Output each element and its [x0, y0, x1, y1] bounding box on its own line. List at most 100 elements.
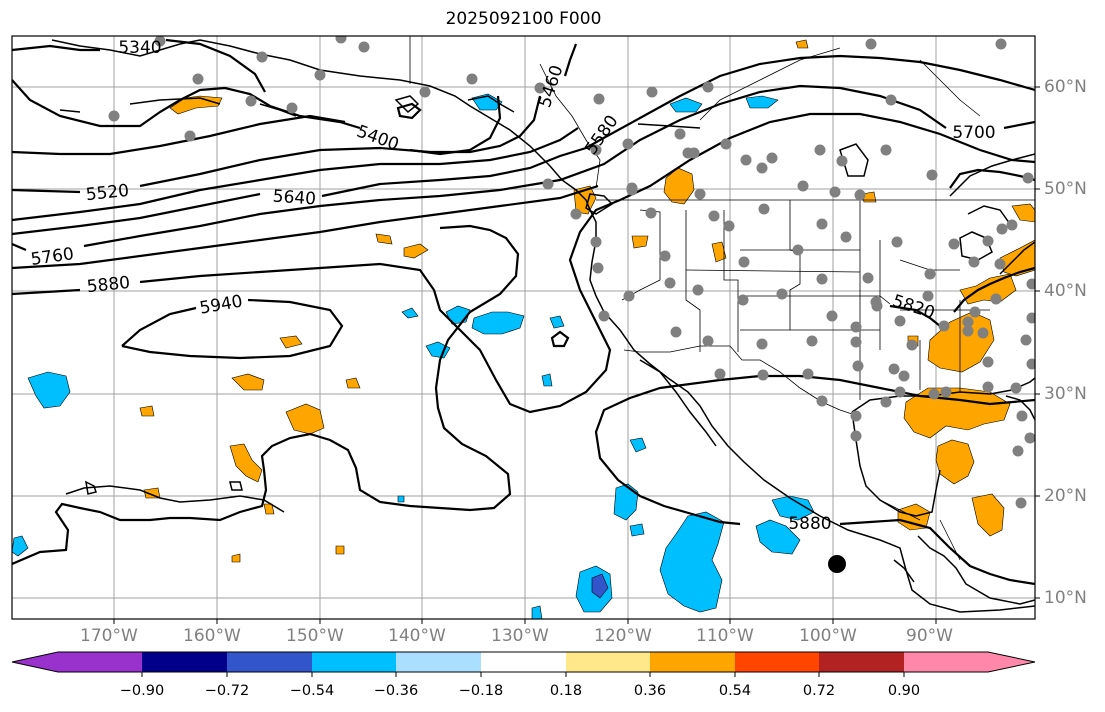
colorbar-outline: [11, 651, 1036, 673]
station-dot: [840, 231, 852, 243]
station-dot: [108, 110, 120, 122]
station-dot: [994, 258, 1006, 270]
station-dot: [720, 138, 732, 150]
station-dot: [850, 410, 862, 422]
station-dot: [542, 178, 554, 190]
station-dot: [816, 395, 828, 407]
station-dot: [192, 73, 204, 85]
station-dot: [898, 370, 910, 382]
station-dot: [590, 236, 602, 248]
colorbar-bin: [481, 652, 566, 672]
station-dot: [776, 288, 788, 300]
station-dot: [982, 356, 994, 368]
station-dot: [885, 94, 897, 106]
height-contours: [12, 38, 1035, 586]
station-dot: [1026, 278, 1035, 290]
station-dot: [797, 180, 809, 192]
station-dot: [692, 284, 704, 296]
station-dot: [738, 256, 750, 268]
station-dot: [358, 41, 370, 53]
lon-label: 170°W: [80, 626, 138, 646]
colorbar-bin: [142, 652, 227, 672]
contour-label: 5700: [952, 123, 995, 143]
station-dot: [757, 369, 769, 381]
station-dot: [962, 325, 974, 337]
station-dot: [968, 256, 980, 268]
station-dot: [590, 144, 602, 156]
station-dot: [1022, 172, 1034, 184]
lon-label: 90°W: [906, 626, 953, 646]
station-dot: [593, 93, 605, 105]
station-dot: [894, 386, 906, 398]
station-dot: [940, 386, 952, 398]
station-dot: [723, 220, 735, 232]
station-dot: [702, 335, 714, 347]
station-dot: [702, 81, 714, 93]
station-dot: [1020, 334, 1032, 346]
station-dot: [928, 388, 940, 400]
contour-label: 5520: [85, 181, 130, 205]
station-dot: [814, 144, 826, 156]
station-dot: [645, 207, 657, 219]
station-dot: [570, 208, 582, 220]
station-dot: [850, 321, 862, 333]
station-dot: [926, 169, 938, 181]
colorbar-tick-label: 0.18: [549, 683, 583, 699]
station-dot: [674, 128, 686, 140]
station-dot: [714, 368, 726, 380]
colorbar-bin: [819, 652, 904, 672]
station-dot: [990, 293, 1002, 305]
colorbar-tick-label: 0.54: [718, 683, 752, 699]
station-dot: [891, 236, 903, 248]
colorbar-bin: [12, 652, 142, 672]
map-frame: [11, 35, 1036, 620]
station-dot: [871, 300, 883, 312]
contour-label: 5880: [788, 514, 831, 534]
colorbar-tick-label: 0.36: [633, 683, 667, 699]
station-dot: [1006, 219, 1018, 231]
center-marker: [828, 555, 846, 573]
colorbar-tick-label: −0.72: [204, 683, 250, 699]
station-dot: [880, 144, 892, 156]
station-dot: [314, 69, 326, 81]
station-dot: [737, 294, 749, 306]
station-dot: [906, 339, 918, 351]
contour-label: 5640: [272, 187, 317, 210]
station-dot: [969, 306, 981, 318]
station-dot: [806, 335, 818, 347]
lat-label: 60°N: [1044, 77, 1087, 97]
station-dot: [659, 250, 671, 262]
station-dot: [1010, 382, 1022, 394]
colorbar: [11, 651, 1036, 677]
colorbar-tick-label: −0.54: [289, 683, 335, 699]
lon-label: 160°W: [183, 626, 241, 646]
lat-label: 40°N: [1044, 281, 1087, 301]
colorbar-tick-label: −0.18: [458, 683, 504, 699]
lat-label: 10°N: [1044, 588, 1087, 608]
station-dot: [592, 262, 604, 274]
colorbar-bin: [904, 652, 1035, 672]
station-dot: [664, 277, 676, 289]
colorbar-tick-label: −0.36: [373, 683, 419, 699]
station-dot: [534, 82, 546, 94]
station-dot: [756, 338, 768, 350]
station-dot: [836, 155, 848, 167]
station-dot: [1026, 312, 1035, 324]
station-dot: [766, 152, 778, 164]
station-dot: [888, 363, 900, 375]
colorbar-tick-label: −0.90: [119, 683, 165, 699]
station-dot: [982, 381, 994, 393]
station-dot: [626, 184, 638, 196]
station-dot: [245, 95, 257, 107]
lat-label: 20°N: [1044, 486, 1087, 506]
colorbar-bin: [735, 652, 819, 672]
station-dot: [948, 238, 960, 250]
station-dot: [977, 327, 989, 339]
colorbar-bin: [566, 652, 650, 672]
station-dot: [622, 138, 634, 150]
station-dot: [826, 310, 838, 322]
colorbar-bin: [227, 652, 312, 672]
station-dot: [924, 268, 936, 280]
station-dot: [740, 154, 752, 166]
